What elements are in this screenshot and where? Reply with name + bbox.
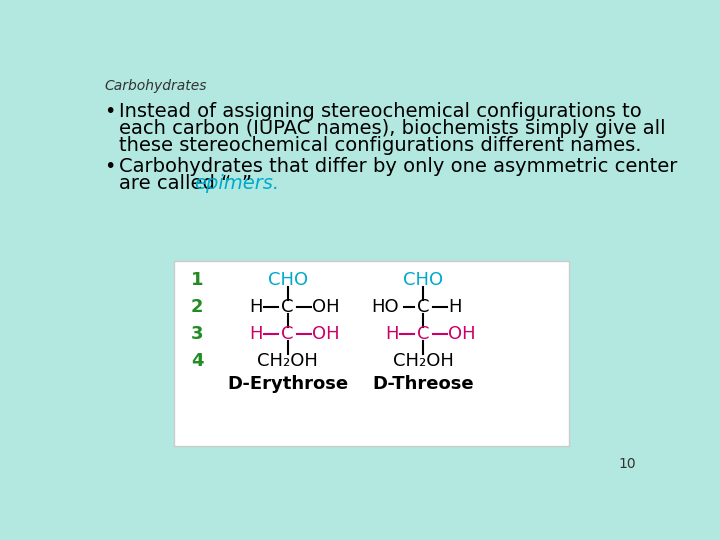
Text: 1: 1	[191, 272, 203, 289]
Text: Instead of assigning stereochemical configurations to: Instead of assigning stereochemical conf…	[120, 102, 642, 121]
Text: ”: ”	[242, 174, 252, 193]
Text: H: H	[249, 298, 263, 316]
Text: 10: 10	[618, 457, 636, 471]
Text: •: •	[104, 102, 115, 121]
Text: CHO: CHO	[268, 272, 307, 289]
Text: epimers.: epimers.	[194, 174, 279, 193]
Text: CH₂OH: CH₂OH	[393, 352, 454, 370]
Text: OH: OH	[312, 298, 340, 316]
Text: OH: OH	[448, 325, 476, 343]
Text: C: C	[282, 298, 294, 316]
Text: CHO: CHO	[403, 272, 444, 289]
Text: D-Threose: D-Threose	[372, 375, 474, 393]
Text: OH: OH	[312, 325, 340, 343]
Text: these stereochemical configurations different names.: these stereochemical configurations diff…	[120, 136, 642, 154]
Text: each carbon (IUPAC names), biochemists simply give all: each carbon (IUPAC names), biochemists s…	[120, 119, 666, 138]
Text: C: C	[417, 298, 430, 316]
Text: 3: 3	[191, 325, 203, 343]
FancyBboxPatch shape	[174, 261, 569, 446]
Text: Carbohydrates: Carbohydrates	[104, 79, 207, 93]
Text: Carbohydrates that differ by only one asymmetric center: Carbohydrates that differ by only one as…	[120, 157, 678, 176]
Text: are called “: are called “	[120, 174, 232, 193]
Text: HO: HO	[371, 298, 398, 316]
Text: H: H	[249, 325, 263, 343]
Text: C: C	[282, 325, 294, 343]
Text: H: H	[448, 298, 462, 316]
Text: 2: 2	[191, 298, 203, 316]
Text: •: •	[104, 157, 115, 176]
Text: D-Erythrose: D-Erythrose	[227, 375, 348, 393]
Text: H: H	[385, 325, 398, 343]
Text: CH₂OH: CH₂OH	[257, 352, 318, 370]
Text: C: C	[417, 325, 430, 343]
Text: 4: 4	[191, 352, 203, 370]
